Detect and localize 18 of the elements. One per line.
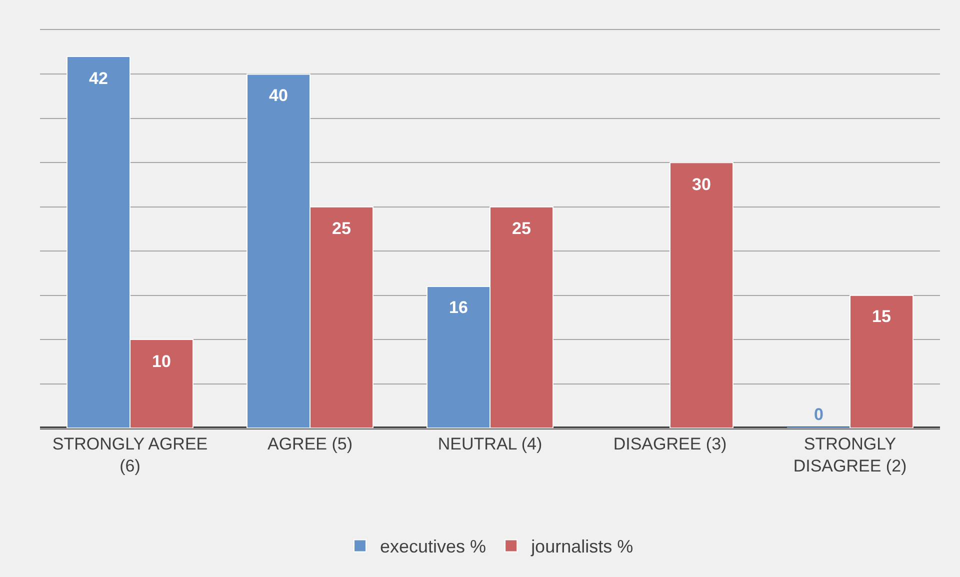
data-label: 10 xyxy=(152,352,171,371)
data-label: 25 xyxy=(332,219,351,238)
legend-label: executives % xyxy=(380,536,486,557)
x-tick-label: DISAGREE (3) xyxy=(613,434,727,454)
bar xyxy=(670,162,734,428)
bar xyxy=(850,294,914,428)
x-tick-label: AGREE (5) xyxy=(267,434,353,454)
data-label: 42 xyxy=(89,69,108,88)
x-tick-label: NEUTRAL (4) xyxy=(438,434,542,454)
data-label: 40 xyxy=(269,86,288,105)
x-tick-label: STRONGLY AGREE (6) xyxy=(52,434,208,476)
data-label: 30 xyxy=(692,175,711,194)
x-tick-label: STRONGLY DISAGREE (2) xyxy=(793,434,907,476)
data-label: 0 xyxy=(814,405,824,424)
legend-label: journalists % xyxy=(530,536,634,557)
data-label: 15 xyxy=(872,307,891,326)
data-label: 25 xyxy=(512,219,531,238)
data-label: 16 xyxy=(449,298,468,317)
